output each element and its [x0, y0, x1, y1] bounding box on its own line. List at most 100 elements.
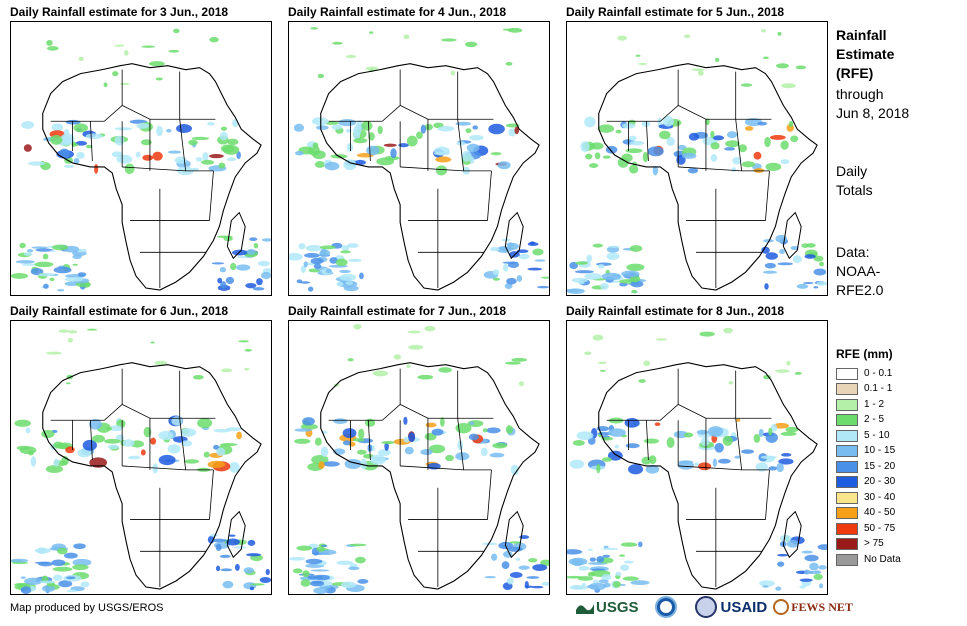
country-border [50, 368, 123, 421]
totals-label: Totals [836, 182, 873, 198]
country-border [328, 368, 401, 421]
legend-swatch [836, 367, 858, 380]
country-border [400, 166, 492, 172]
map-panel: Daily Rainfall estimate for 3 Jun., 2018 [10, 5, 272, 296]
africa-coastline [598, 63, 818, 291]
country-border [121, 71, 181, 120]
country-border [457, 418, 465, 470]
country-border [678, 465, 770, 471]
map-panel: Daily Rainfall estimate for 4 Jun., 2018 [288, 5, 550, 296]
rainfall-map [288, 320, 550, 595]
rainfall-field [567, 29, 827, 294]
legend-swatch [836, 398, 858, 411]
legend-item: 5 - 10 [836, 428, 901, 444]
rainfall-map [10, 21, 272, 296]
legend-label: > 75 [864, 538, 884, 550]
partner-logos: USGS USAID FEWS NET [576, 594, 853, 620]
legend-label: 50 - 75 [864, 522, 896, 534]
legend-item: 30 - 40 [836, 490, 901, 506]
legend-label: 20 - 30 [864, 476, 896, 488]
data-label: Data: [836, 244, 870, 260]
country-border [606, 368, 679, 421]
legend-item: 50 - 75 [836, 521, 901, 537]
madagascar-outline [504, 510, 524, 559]
africa-coastline [42, 362, 262, 590]
country-border [487, 170, 492, 221]
africa-map-svg [11, 28, 271, 292]
country-border [606, 69, 679, 122]
legend-item: 40 - 50 [836, 506, 901, 522]
country-border [179, 119, 187, 171]
panel-title: Daily Rainfall estimate for 7 Jun., 2018 [288, 304, 507, 318]
usaid-logo: USAID [720, 598, 768, 616]
legend-item: 0.1 - 1 [836, 382, 901, 398]
africa-coastline [320, 362, 540, 590]
africa-coastline [42, 63, 262, 291]
legend-title: RFE (mm) [836, 347, 893, 361]
country-border [735, 119, 743, 171]
country-border [487, 469, 492, 520]
rainfall-map [566, 21, 828, 296]
panel-title: Daily Rainfall estimate for 3 Jun., 2018 [10, 5, 229, 19]
africa-map-svg [11, 328, 271, 594]
country-border [89, 121, 93, 162]
legend-swatch [836, 538, 858, 551]
legend-item: 10 - 15 [836, 444, 901, 460]
rainfall-map [10, 320, 272, 595]
legend-swatch [836, 414, 858, 427]
country-border [367, 121, 371, 162]
rainfall-map [288, 21, 550, 296]
legend-item: No Data [836, 552, 901, 568]
legend-label: 10 - 15 [864, 445, 896, 457]
country-border [678, 166, 770, 172]
country-border [765, 170, 770, 221]
usaid-seal [694, 596, 717, 618]
country-border [50, 69, 123, 122]
country-border [399, 71, 459, 120]
country-border [677, 71, 737, 120]
panel-title: Daily Rainfall estimate for 8 Jun., 2018 [566, 304, 785, 318]
country-border [457, 119, 465, 171]
country-border [121, 370, 181, 419]
country-border [765, 469, 770, 520]
legend-label: 0.1 - 1 [864, 383, 893, 395]
africa-coastline [320, 63, 540, 291]
legend-item: 1 - 2 [836, 397, 901, 413]
africa-map-svg [289, 27, 549, 292]
data-source-version: RFE2.0 [836, 282, 884, 298]
africa-map-svg [567, 327, 827, 593]
map-panel: Daily Rainfall estimate for 7 Jun., 2018 [288, 304, 550, 595]
country-border [677, 370, 737, 419]
credit-text: Map produced by USGS/EROS [10, 602, 164, 614]
legend-label: 1 - 2 [864, 398, 885, 410]
legend-swatch [836, 522, 858, 535]
country-border [328, 69, 401, 122]
country-border [400, 465, 492, 471]
legend: 0 - 0.1 0.1 - 1 1 - 2 2 - 5 5 - 10 10 - 15 15 … [836, 366, 901, 568]
madagascar-outline [226, 510, 246, 559]
panel-title: Daily Rainfall estimate for 5 Jun., 2018 [566, 5, 785, 19]
rainfall-field [567, 327, 827, 593]
legend-label: 5 - 10 [864, 429, 890, 441]
legend-item: 20 - 30 [836, 475, 901, 491]
panel-title: Daily Rainfall estimate for 4 Jun., 2018 [288, 5, 507, 19]
africa-coastline [598, 362, 818, 590]
legend-swatch [836, 383, 858, 396]
africa-map-svg [567, 29, 827, 294]
daily-label: Daily [836, 163, 868, 179]
country-border [399, 370, 459, 419]
legend-swatch [836, 429, 858, 442]
legend-swatch [836, 460, 858, 473]
legend-item: 15 - 20 [836, 459, 901, 475]
rainfall-field [289, 27, 549, 292]
legend-item: 0 - 0.1 [836, 366, 901, 382]
data-source-label: NOAA- [836, 263, 881, 279]
through-label: through [836, 86, 884, 102]
country-border [122, 166, 214, 172]
product-title: Rainfall Estimate (RFE) [836, 27, 895, 81]
madagascar-outline [226, 211, 246, 260]
legend-swatch [836, 476, 858, 489]
period-label: Jun 8, 2018 [836, 105, 910, 121]
legend-label: 0 - 0.1 [864, 367, 893, 379]
country-border [89, 420, 93, 461]
